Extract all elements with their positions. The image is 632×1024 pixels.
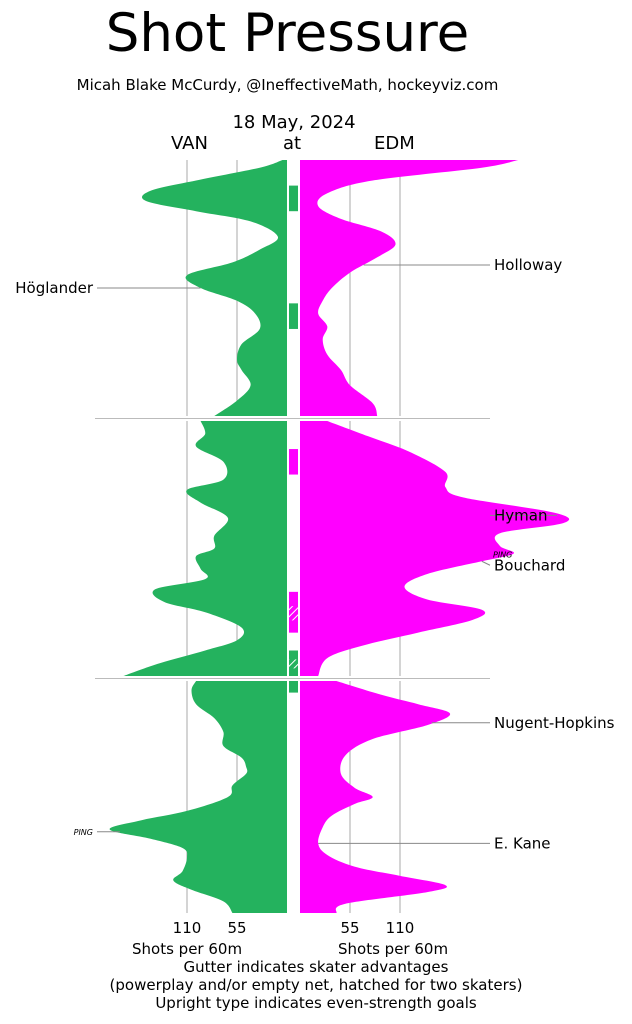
home-shot-area [300, 681, 451, 913]
goal-label: Bouchard [494, 556, 565, 574]
away-axis-title: Shots per 60m [132, 940, 243, 958]
gutter-advantage-bar [289, 303, 298, 329]
goal-note: PING [493, 550, 512, 559]
home-axis-title: Shots per 60m [338, 940, 449, 958]
home-shot-area [300, 421, 570, 676]
goal-label: E. Kane [494, 834, 551, 852]
gutter-hatch [289, 659, 298, 669]
away-shot-area [123, 421, 288, 676]
game-date: 18 May, 2024 [232, 112, 356, 133]
gutter-advantage-bar [289, 681, 298, 693]
chart-title: Shot Pressure [105, 3, 470, 64]
goal-label: Nugent-Hopkins [494, 714, 615, 732]
footnote-line: Gutter indicates skater advantages [183, 958, 449, 976]
footnote-line: (powerplay and/or empty net, hatched for… [109, 976, 523, 994]
away-tick-label: 110 [173, 919, 202, 937]
at-label: at [283, 133, 302, 154]
away-tick-label: 55 [227, 919, 246, 937]
home-shot-area [300, 160, 519, 416]
home-tick-label: 110 [386, 919, 415, 937]
footnotes: Gutter indicates skater advantages (powe… [0, 958, 632, 1012]
goal-label: Holloway [494, 256, 562, 274]
goal-label: Hyman [494, 506, 547, 524]
home-team-label: EDM [374, 133, 415, 154]
home-tick-label: 55 [340, 919, 359, 937]
chart-subtitle: Micah Blake McCurdy, @IneffectiveMath, h… [76, 76, 499, 94]
goal-leader-line [481, 560, 491, 566]
gutter-advantage-bar [289, 449, 298, 475]
goal-label: Höglander [15, 279, 94, 297]
gutter-advantage-bar [289, 185, 298, 212]
goal-note: PING [74, 828, 93, 837]
away-team-label: VAN [171, 133, 208, 154]
gutter-hatch [289, 606, 298, 621]
away-shot-area [109, 681, 287, 913]
footnote-line: Upright type indicates even-strength goa… [155, 994, 477, 1012]
away-shot-area [141, 160, 287, 416]
